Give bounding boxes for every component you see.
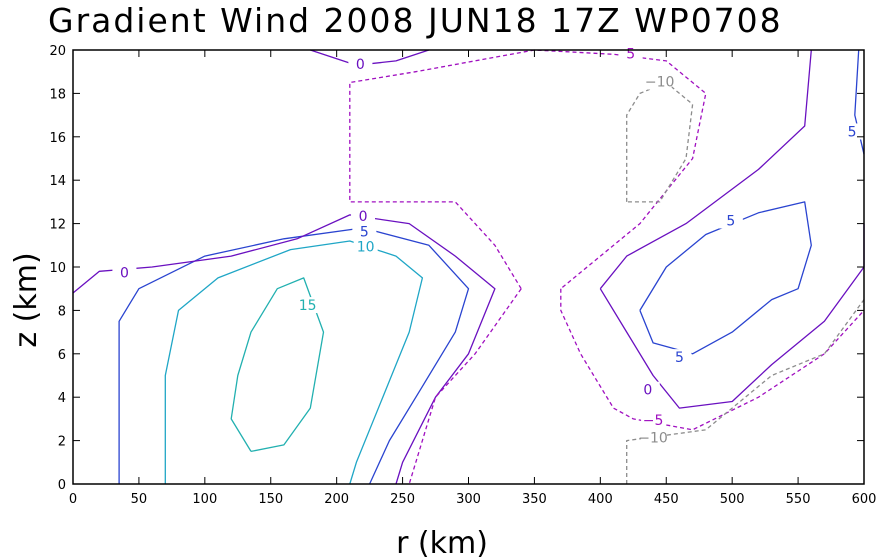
x-tick-label-400: 400 (588, 492, 613, 507)
y-tick-label-6: 6 (58, 348, 66, 363)
x-tick-label-50: 50 (131, 492, 148, 507)
x-tick-label-300: 300 (456, 492, 481, 507)
contour-label-bg-5 (348, 56, 373, 73)
y-axis: 0 2 4 6 8 10 12 14 16 18 20 (49, 44, 864, 493)
y-tick-label-4: 4 (58, 391, 66, 406)
contour-line-0-3 (599, 49, 812, 290)
x-tick-label-150: 150 (258, 492, 283, 507)
contour-line-neg5-1 (560, 288, 865, 431)
x-axis: 0 50 100 150 200 250 300 350 400 450 500 550 600 (69, 50, 877, 507)
y-tick-label-20: 20 (49, 44, 66, 59)
contour-line-5-0 (118, 227, 470, 485)
y-tick-label-16: 16 (49, 131, 66, 146)
y-tick-label-18: 18 (49, 87, 66, 102)
x-tick-label-350: 350 (522, 492, 547, 507)
x-tick-label-100: 100 (192, 492, 217, 507)
chart-title: Gradient Wind 2008 JUN18 17Z WP0708 (48, 1, 783, 40)
contour-label-bg-7 (667, 349, 692, 366)
contour-label-bg-12 (641, 412, 666, 429)
contour-label-7: 5 (675, 350, 684, 366)
contour-label-8: 5 (848, 124, 857, 140)
contour-line-0-2 (310, 49, 430, 66)
x-tick-label-500: 500 (720, 492, 745, 507)
contour-label-1: 10 (357, 239, 375, 255)
y-tick-label-8: 8 (58, 304, 66, 319)
contour-label-bg-4 (112, 264, 137, 281)
contour-label-bg-3 (351, 208, 376, 225)
contour-label-5: 0 (356, 57, 365, 73)
contour-label-bg-13 (641, 429, 666, 446)
contour-line-15-0 (230, 277, 325, 453)
contour-label-2: 5 (360, 224, 369, 240)
contour-label-0: 15 (299, 298, 317, 314)
contour-label-bg-8 (840, 123, 865, 140)
x-tick-label-550: 550 (786, 492, 811, 507)
contour-line-0-1 (599, 223, 865, 409)
contour-label-10: 5 (626, 46, 635, 62)
x-tick-label-0: 0 (69, 492, 77, 507)
contour-label-bg-6 (718, 212, 743, 229)
x-tick-label-250: 250 (390, 492, 415, 507)
contour-label-4: 0 (120, 266, 129, 282)
contour-label-11: −10 (645, 75, 675, 91)
contour-label-bg-11 (647, 73, 672, 90)
contour-label-bg-9 (635, 381, 660, 398)
contour-line-5-2 (854, 49, 865, 155)
y-tick-label-10: 10 (49, 261, 66, 276)
contour-line-neg10-1 (626, 81, 694, 203)
contour-layer (72, 49, 865, 485)
contour-label-6: 5 (726, 213, 735, 229)
contour-label-13: −10 (638, 430, 668, 446)
x-tick-label-450: 450 (654, 492, 679, 507)
contour-label-9: 0 (643, 383, 652, 399)
contour-label-bg-0 (295, 297, 320, 314)
contour-label-3: 0 (359, 209, 368, 225)
y-tick-label-0: 0 (58, 478, 66, 493)
y-tick-label-14: 14 (49, 174, 66, 189)
contour-line-10-0 (164, 240, 424, 485)
x-tick-label-200: 200 (324, 492, 349, 507)
y-tick-label-2: 2 (58, 435, 66, 450)
contour-line-neg10-0 (626, 299, 865, 484)
contour-label-bg-2 (352, 223, 377, 240)
x-tick-label-600: 600 (852, 492, 877, 507)
contour-line-0-0 (72, 214, 496, 485)
y-tick-label-12: 12 (49, 218, 66, 233)
y-axis-title: z (km) (9, 252, 44, 347)
x-axis-title: r (km) (396, 526, 488, 559)
contour-line-neg5-2 (408, 288, 522, 485)
contour-label-bg-1 (353, 238, 378, 255)
contour-label-12: −5 (643, 413, 664, 429)
contour-line-neg5-0 (349, 49, 707, 290)
